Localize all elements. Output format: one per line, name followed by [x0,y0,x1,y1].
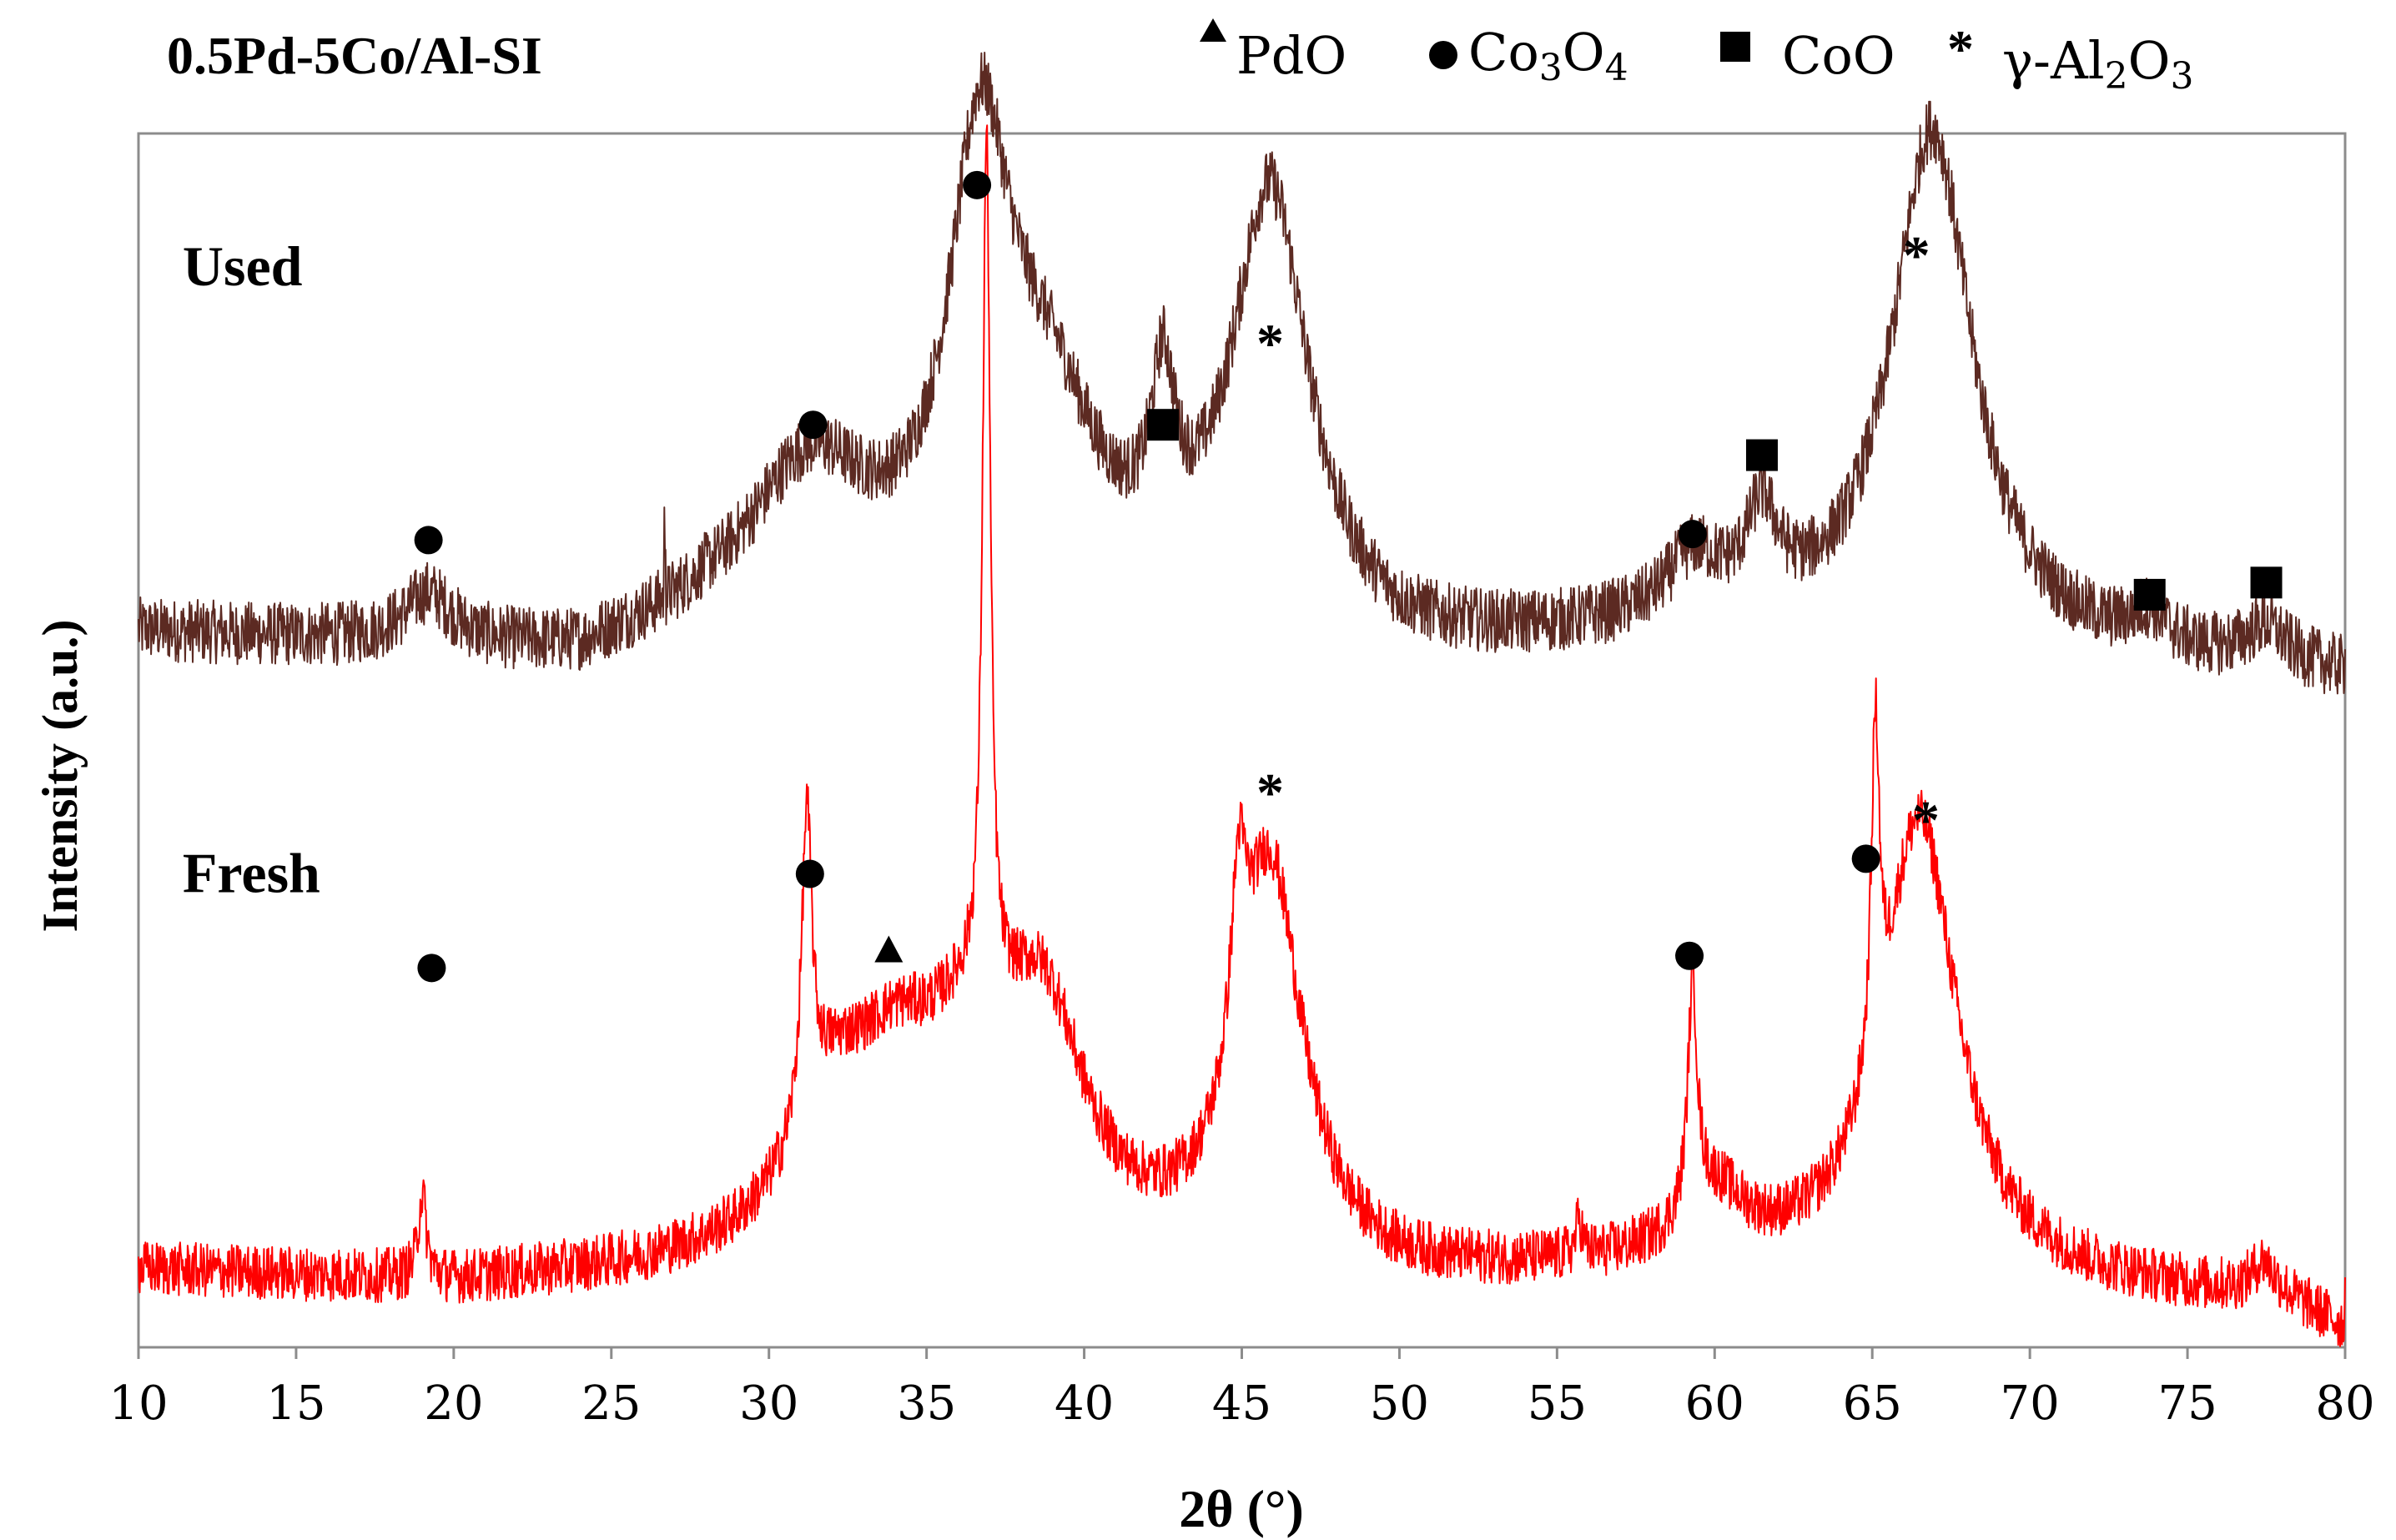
x-tick-label: 50 [1370,1376,1429,1431]
legend: PdO Co3O4 CoO * γ-Al2O3 [1200,18,2193,98]
x-tick-label: 60 [1685,1376,1744,1431]
y-axis-title: Intensity (a.u.) [33,619,88,932]
peak-marker-layer: * * * * [414,170,2283,983]
series-layer [138,52,2346,1347]
peak-marker-circle [417,954,446,983]
peak-marker-square [2250,566,2283,599]
legend-label-co3o4: Co3O4 [1468,22,1628,89]
chart-title: 0.5Pd-5Co/Al-SI [167,26,542,85]
series-label-fresh: Fresh [183,841,320,904]
peak-marker-circle [798,410,828,440]
x-tick-label: 80 [2315,1376,2374,1431]
series-line-fresh [138,124,2346,1347]
legend-circle-marker [1429,41,1457,69]
x-tick-label: 35 [897,1376,956,1431]
peak-marker-circle [1675,941,1704,970]
peak-marker-square [2133,578,2166,611]
legend-label-coo: CoO [1782,25,1895,86]
peak-marker-asterisk: * [1912,790,1940,851]
series-line-used [138,52,2346,695]
series-label-layer: Used Fresh [183,234,320,905]
peak-marker-circle [1678,520,1707,549]
x-tick-label: 55 [1528,1376,1587,1431]
legend-label-pdo: PdO [1236,25,1346,86]
peak-marker-circle [795,859,824,888]
series-label-used: Used [183,234,303,298]
peak-marker-circle [963,170,992,199]
peak-marker-circle [1851,844,1880,873]
legend-asterisk-marker: * [1947,19,1974,78]
x-tick-label: 45 [1212,1376,1271,1431]
peak-marker-asterisk: * [1256,762,1284,823]
x-axis: 10 15 20 25 30 35 40 45 50 55 60 65 70 75 80 [108,1347,2375,1431]
peak-marker-square [1147,409,1180,441]
peak-marker-asterisk: * [1256,314,1284,375]
peak-marker-circle [414,526,443,555]
legend-label-gamma-al2o3: γ-Al2O3 [2002,30,2193,98]
x-axis-title: 2θ (°) [1179,1479,1304,1538]
x-tick-label: 20 [424,1376,483,1431]
legend-triangle-marker [1200,18,1226,42]
legend-square-marker [1720,32,1750,62]
x-tick-label: 40 [1055,1376,1114,1431]
x-tick-label: 70 [2001,1376,2060,1431]
peak-marker-triangle [874,935,904,963]
x-tick-label: 10 [108,1376,168,1431]
x-tick-label: 65 [1843,1376,1902,1431]
peak-marker-square [1745,439,1778,471]
x-tick-label: 75 [2157,1376,2217,1431]
x-tick-label: 15 [266,1376,325,1431]
x-tick-label: 25 [581,1376,641,1431]
peak-marker-asterisk: * [1903,225,1930,286]
x-tick-label: 30 [739,1376,798,1431]
